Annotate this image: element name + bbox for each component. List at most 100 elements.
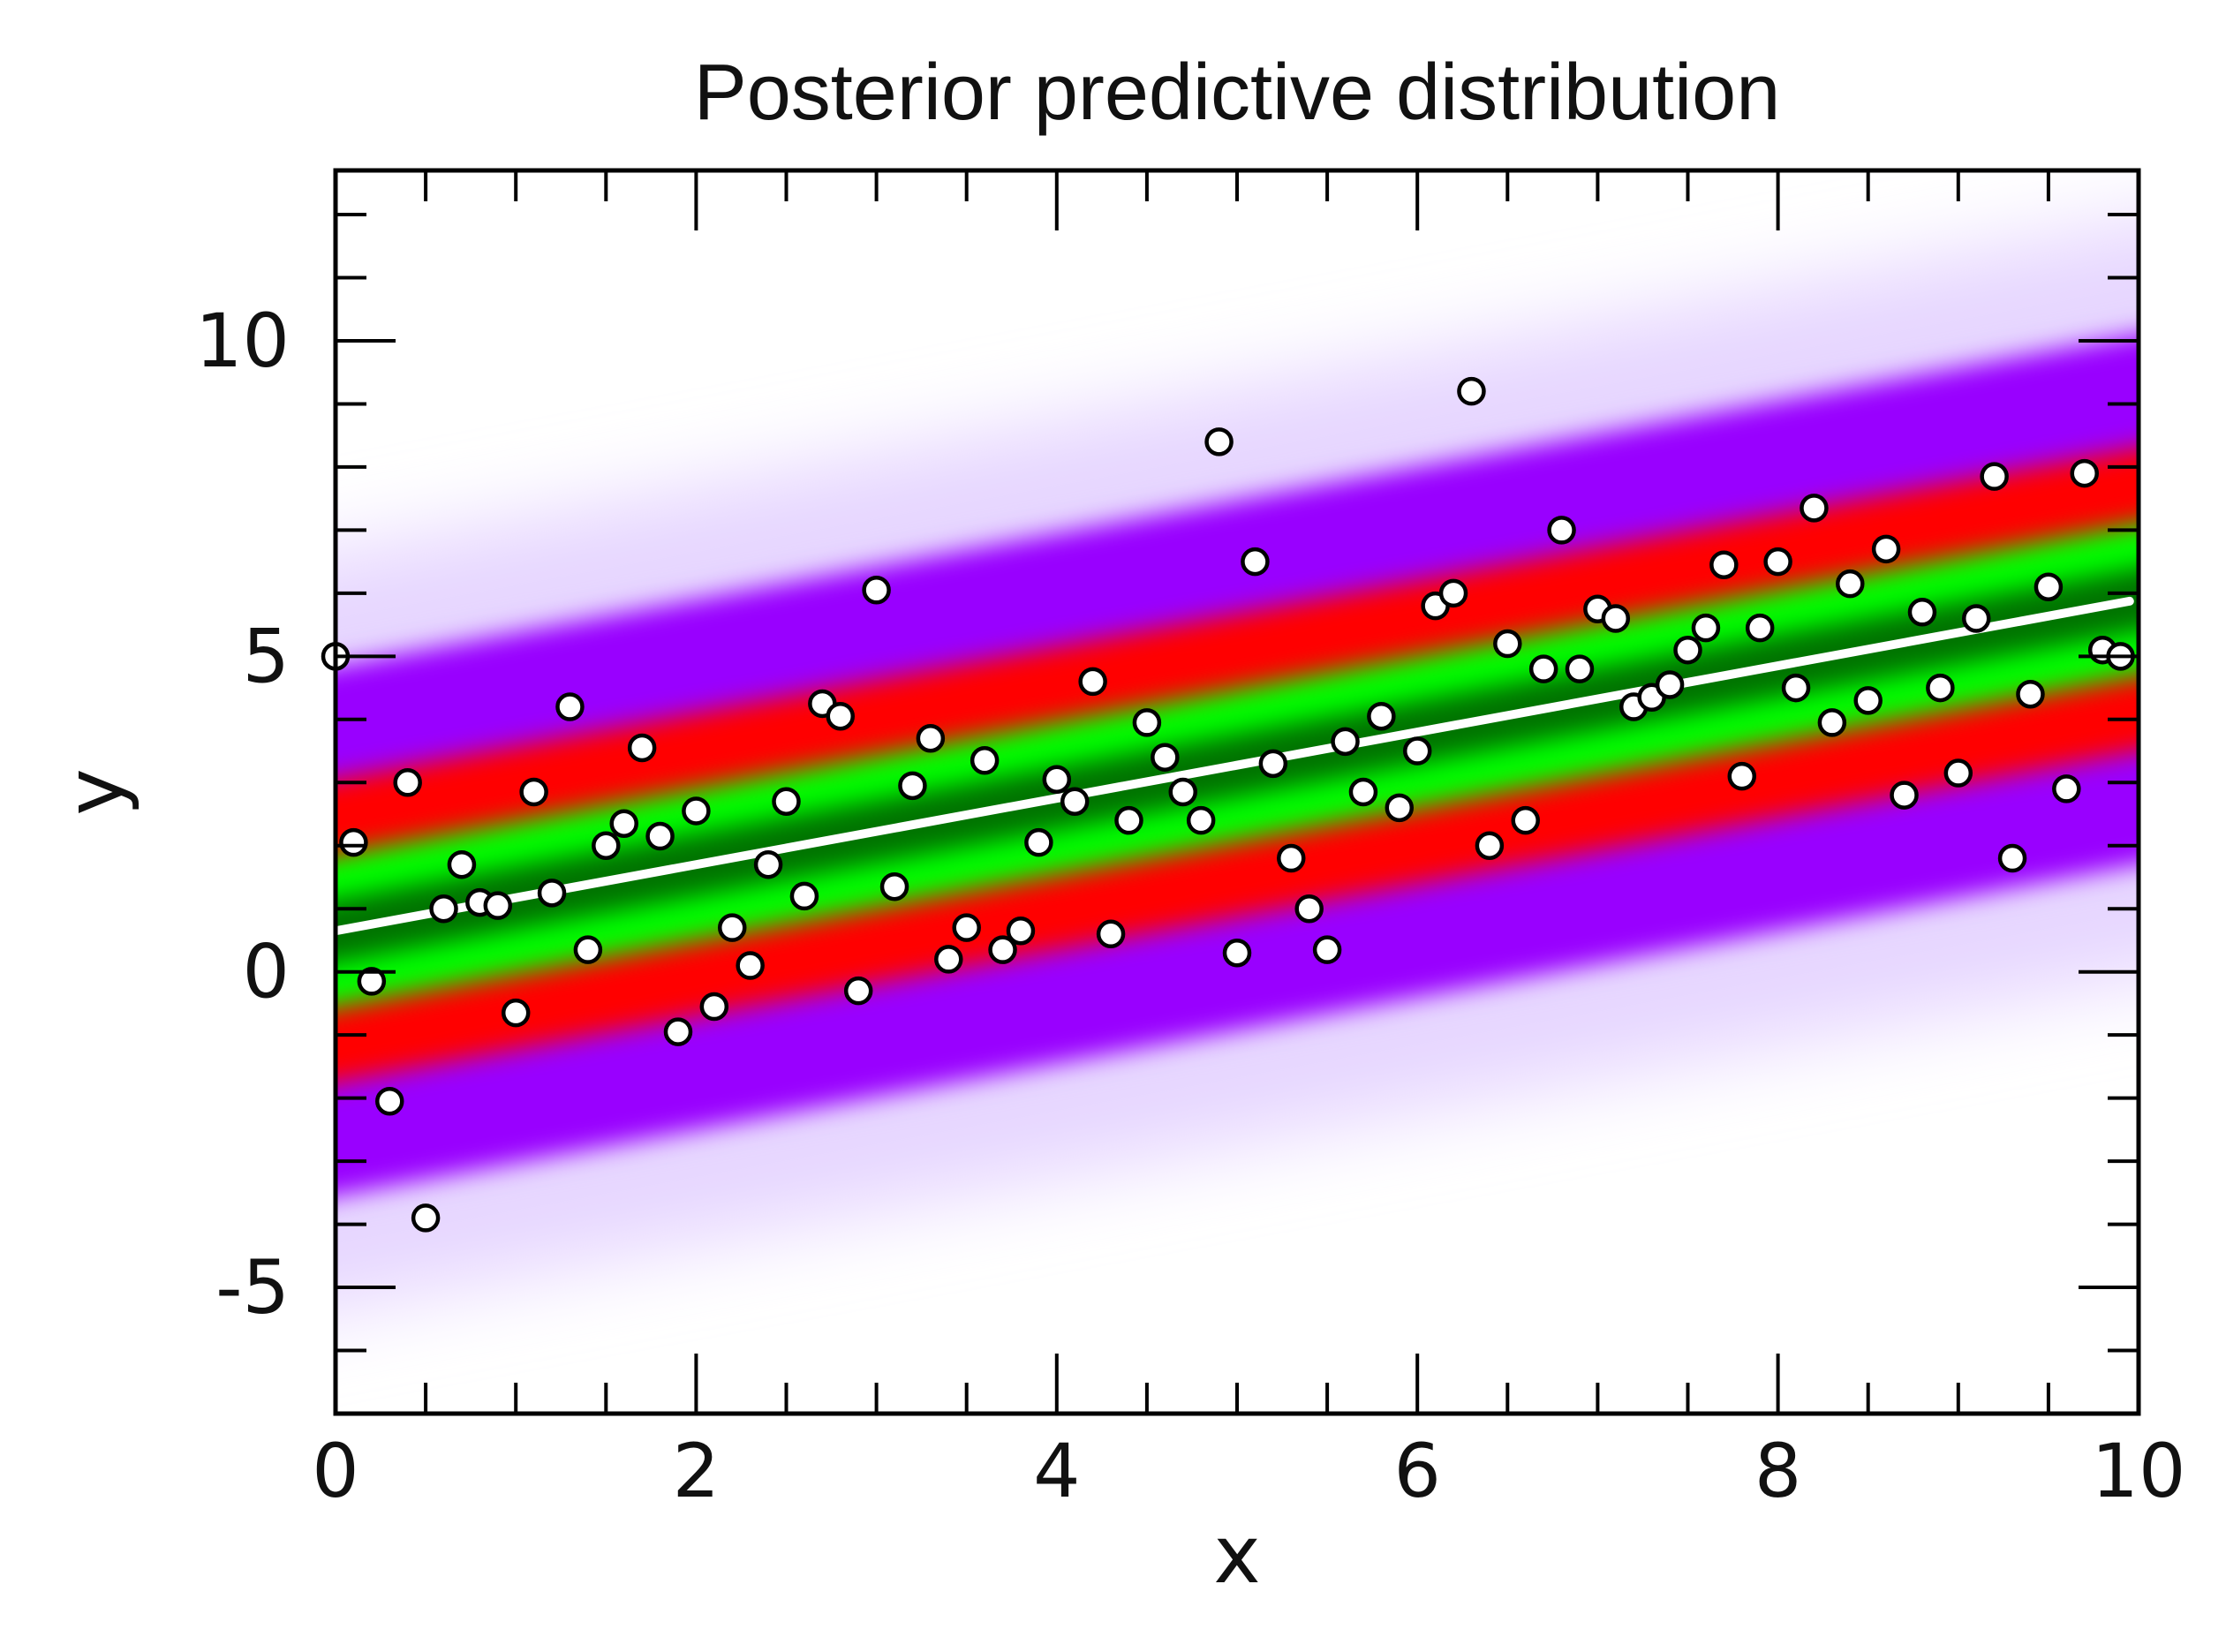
data-point [2070,458,2099,488]
data-point [1385,793,1415,823]
axis-ticks [334,170,2140,1414]
data-point [1745,613,1775,643]
data-point [772,787,801,816]
data-point [1258,749,1288,779]
data-point [393,768,422,797]
data-point [753,849,783,879]
data-point [645,821,675,851]
data-point [1006,916,1036,946]
y-tick-label: 10 [195,298,290,384]
data-point [2052,774,2081,803]
data-point [1438,578,1468,608]
data-point [1800,494,1829,523]
data-point [1312,935,1342,964]
data-point [411,1203,441,1233]
data-point [1890,781,1919,810]
x-tick-label: 0 [312,1428,358,1514]
data-point [1655,670,1685,699]
data-point [501,998,531,1028]
data-point [1926,673,1955,703]
data-point [592,831,621,861]
data-point [1475,831,1505,861]
data-point [1727,761,1757,791]
data-point [952,913,981,942]
mean-line [336,596,2134,936]
data-point [1096,919,1126,949]
data-points [321,376,2135,1233]
data-point [1402,736,1432,766]
data-point [1204,427,1234,456]
data-point [1547,516,1576,545]
data-point [1132,708,1162,737]
data-point [682,796,711,826]
predictive-bands [336,221,2139,1310]
data-point [1601,604,1631,633]
data-point [1331,727,1360,757]
data-point [1565,654,1595,683]
data-point [789,881,819,911]
data-point [1168,777,1197,807]
data-point [1151,743,1180,772]
data-point [609,809,638,838]
x-tick-label: 4 [1033,1428,1080,1514]
data-point [1042,765,1072,794]
data-point [1763,547,1792,577]
data-point [970,746,1000,775]
data-point [519,777,548,807]
y-axis-label: y [49,768,141,815]
data-point [663,1017,693,1046]
data-point [1961,604,1991,633]
data-point [879,871,909,901]
data-point [1781,673,1811,703]
data-point [1980,462,2009,491]
data-point [1709,550,1739,579]
data-point [573,935,603,964]
data-point [375,1086,404,1116]
data-point [826,701,856,731]
data-point [1186,805,1216,835]
data-point [429,894,458,924]
data-point [1943,758,1973,788]
y-tick-label: 0 [243,929,290,1015]
data-point [1457,376,1486,406]
data-point [988,935,1017,964]
x-tick-label: 8 [1754,1428,1801,1514]
data-point [1078,667,1107,697]
mean-line-layer [336,596,2134,936]
data-point [1241,547,1270,577]
data-point [1060,787,1090,816]
tick-labels: 0 2 4 6 8 10 -5 0 5 10 [195,298,2185,1514]
data-point [1907,598,1937,627]
chart-title: Posterior predictive distribution [694,49,1781,137]
data-point [1511,805,1540,835]
data-point [1673,635,1702,665]
data-point [627,733,657,763]
data-point [483,891,513,920]
data-point [862,576,891,605]
data-point [357,967,387,996]
data-point [2034,572,2064,601]
data-point [339,827,368,857]
plot-area [336,221,2139,1310]
data-point [1277,843,1306,873]
data-point [1853,686,1883,715]
data-point [447,849,477,879]
data-point [555,692,585,721]
data-point [1367,701,1396,731]
x-tick-label: 2 [673,1428,720,1514]
data-point [699,992,729,1022]
data-point [898,771,927,801]
data-point [537,879,567,908]
x-axis-label: x [1213,1509,1260,1602]
data-point [1222,939,1252,968]
data-point [1493,629,1522,659]
data-point [1997,843,2027,873]
data-point [1528,654,1558,683]
data-point [1024,827,1053,857]
data-point [1348,777,1378,807]
data-point [1114,805,1143,835]
y-tick-label: 5 [243,613,290,699]
y-tick-label: -5 [215,1244,290,1331]
x-tick-label: 6 [1393,1428,1440,1514]
